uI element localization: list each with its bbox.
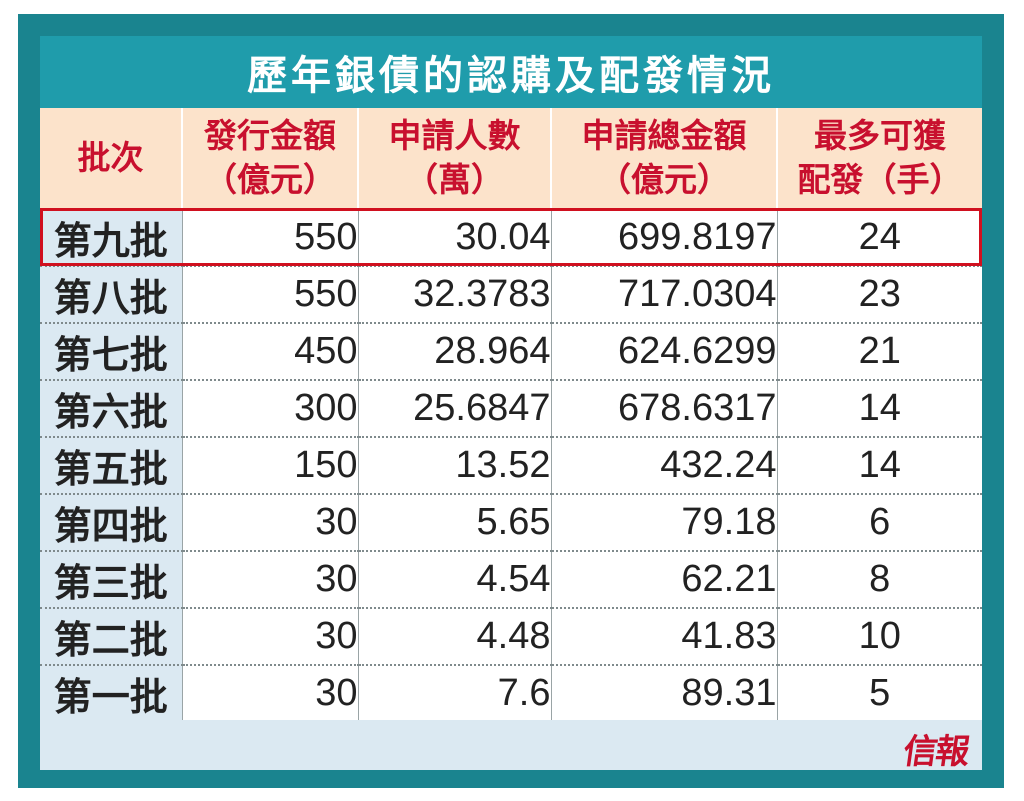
cell-issue-amount: 550 xyxy=(182,209,359,267)
table-row: 第六批 300 25.6847 678.6317 14 xyxy=(40,380,982,438)
cell-max-allotment: 24 xyxy=(777,209,982,267)
table-row: 第四批 30 5.65 79.18 6 xyxy=(40,494,982,552)
cell-max-allotment: 23 xyxy=(777,266,982,324)
cell-issue-amount: 550 xyxy=(182,266,359,324)
table-panel: 歷年銀債的認購及配發情況 批次 發行金額 （億元） xyxy=(40,36,982,770)
cell-issue-amount: 30 xyxy=(182,494,359,552)
cell-issue-amount: 300 xyxy=(182,380,359,438)
cell-applicants: 4.54 xyxy=(358,551,552,609)
cell-max-allotment: 10 xyxy=(777,608,982,666)
table-row: 第九批 550 30.04 699.8197 24 xyxy=(40,209,982,267)
cell-applicants: 30.04 xyxy=(358,209,552,267)
cell-max-allotment: 21 xyxy=(777,323,982,381)
cell-applicants: 7.6 xyxy=(358,665,552,723)
cell-batch: 第二批 xyxy=(40,608,183,666)
table-row: 第五批 150 13.52 432.24 14 xyxy=(40,437,982,495)
cell-issue-amount: 150 xyxy=(182,437,359,495)
cell-total-amount: 79.18 xyxy=(551,494,778,552)
cell-applicants: 25.6847 xyxy=(358,380,552,438)
cell-batch: 第八批 xyxy=(40,266,183,324)
cell-max-allotment: 6 xyxy=(777,494,982,552)
cell-applicants: 13.52 xyxy=(358,437,552,495)
header-total-amount-line1: 申請總金額 xyxy=(581,116,747,155)
cell-max-allotment: 5 xyxy=(777,665,982,723)
table-row: 第三批 30 4.54 62.21 8 xyxy=(40,551,982,609)
cell-batch: 第七批 xyxy=(40,323,183,381)
cell-applicants: 28.964 xyxy=(358,323,552,381)
header-max-allotment-line2: 配發（手） xyxy=(797,160,963,199)
header-issue-amount: 發行金額 （億元） xyxy=(182,108,359,210)
cell-applicants: 4.48 xyxy=(358,608,552,666)
cell-total-amount: 717.0304 xyxy=(551,266,778,324)
header-row: 批次 發行金額 （億元） 申請人數 （萬） 申請總金額 （億元） xyxy=(40,108,982,210)
cell-issue-amount: 30 xyxy=(182,608,359,666)
cell-issue-amount: 30 xyxy=(182,551,359,609)
cell-batch: 第六批 xyxy=(40,380,183,438)
header-total-amount: 申請總金額 （億元） xyxy=(551,108,778,210)
header-total-amount-line2: （億元） xyxy=(598,160,730,199)
header-max-allotment: 最多可獲 配發（手） xyxy=(777,108,982,210)
header-applicants-line1: 申請人數 xyxy=(388,116,521,155)
header-applicants-line2: （萬） xyxy=(405,160,504,199)
table-footer: 信報 xyxy=(40,720,982,770)
cell-total-amount: 432.24 xyxy=(551,437,778,495)
cell-total-amount: 678.6317 xyxy=(551,380,778,438)
table-row: 第一批 30 7.6 89.31 5 xyxy=(40,665,982,723)
cell-issue-amount: 450 xyxy=(182,323,359,381)
cell-max-allotment: 8 xyxy=(777,551,982,609)
cell-issue-amount: 30 xyxy=(182,665,359,723)
header-issue-amount-line1: 發行金額 xyxy=(204,116,336,155)
cell-total-amount: 699.8197 xyxy=(551,209,778,267)
cell-batch: 第一批 xyxy=(40,665,183,723)
cell-batch: 第四批 xyxy=(40,494,183,552)
cell-total-amount: 89.31 xyxy=(551,665,778,723)
cell-batch: 第三批 xyxy=(40,551,183,609)
header-applicants: 申請人數 （萬） xyxy=(358,108,552,210)
table-title: 歷年銀債的認購及配發情況 xyxy=(40,36,982,108)
cell-batch: 第九批 xyxy=(40,209,183,267)
header-max-allotment-line1: 最多可獲 xyxy=(814,116,946,155)
cell-total-amount: 62.21 xyxy=(551,551,778,609)
hkej-logo: 信報 xyxy=(900,732,971,770)
header-batch-label: 批次 xyxy=(77,138,144,177)
cell-applicants: 32.3783 xyxy=(358,266,552,324)
outer-frame: 歷年銀債的認購及配發情況 批次 發行金額 （億元） xyxy=(18,14,1004,788)
cell-batch: 第五批 xyxy=(40,437,183,495)
header-batch: 批次 xyxy=(40,108,183,210)
table-row: 第二批 30 4.48 41.83 10 xyxy=(40,608,982,666)
cell-applicants: 5.65 xyxy=(358,494,552,552)
bond-allotment-table: 批次 發行金額 （億元） 申請人數 （萬） 申請總金額 （億元） xyxy=(40,108,982,723)
cell-max-allotment: 14 xyxy=(777,380,982,438)
table-row: 第七批 450 28.964 624.6299 21 xyxy=(40,323,982,381)
header-issue-amount-line2: （億元） xyxy=(204,160,336,199)
cell-max-allotment: 14 xyxy=(777,437,982,495)
cell-total-amount: 624.6299 xyxy=(551,323,778,381)
cell-total-amount: 41.83 xyxy=(551,608,778,666)
table-row: 第八批 550 32.3783 717.0304 23 xyxy=(40,266,982,324)
